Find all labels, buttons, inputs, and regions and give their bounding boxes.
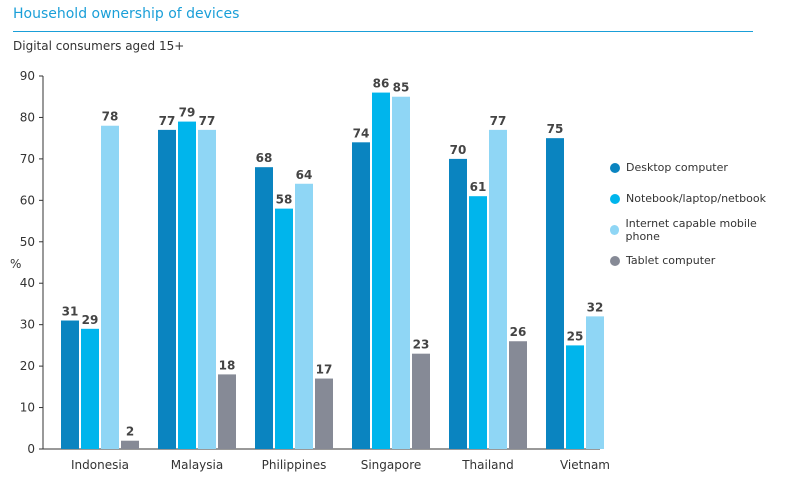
data-label: 77	[199, 114, 216, 128]
chart-title: Household ownership of devices	[13, 6, 240, 22]
x-tick-label: Malaysia	[171, 458, 223, 472]
data-label: 17	[316, 363, 333, 377]
legend-item: Tablet computer	[610, 245, 786, 276]
y-tick-label: 30	[20, 318, 35, 332]
bar	[489, 129, 507, 449]
y-tick-label: 90	[20, 69, 35, 83]
data-label: 70	[450, 143, 467, 157]
bar	[275, 208, 293, 449]
bar	[566, 345, 584, 449]
y-tick-label: 60	[20, 193, 35, 207]
data-label: 29	[82, 313, 99, 327]
bar	[178, 121, 196, 449]
data-label: 74	[353, 126, 370, 140]
data-label: 77	[159, 114, 176, 128]
title-divider	[13, 31, 753, 32]
chart-subtitle: Digital consumers aged 15+	[13, 39, 185, 53]
legend-swatch-icon	[610, 224, 620, 235]
data-label: 25	[567, 329, 584, 343]
legend-swatch-icon	[610, 255, 620, 266]
bar	[392, 96, 410, 449]
data-label: 86	[373, 77, 390, 91]
bar	[121, 440, 139, 449]
data-label: 77	[490, 114, 507, 128]
bar	[101, 125, 119, 449]
data-label: 85	[393, 81, 410, 95]
y-tick-label: 40	[20, 276, 35, 290]
data-label: 75	[547, 122, 564, 136]
bar	[352, 142, 370, 450]
legend-label: Tablet computer	[626, 254, 716, 267]
legend-item: Desktop computer	[610, 152, 786, 183]
data-label: 78	[102, 110, 119, 124]
bar	[509, 341, 527, 449]
data-label: 58	[276, 193, 293, 207]
bar	[218, 374, 236, 449]
y-tick-label: 50	[20, 235, 35, 249]
legend-label: Internet capable mobile phone	[625, 216, 757, 243]
y-tick-label: 80	[20, 110, 35, 124]
y-tick-label: 10	[20, 401, 35, 415]
bar	[546, 138, 564, 449]
data-label: 68	[256, 151, 273, 165]
bar	[315, 378, 333, 449]
data-label: 32	[587, 300, 604, 314]
legend-item: Notebook/laptop/netbook	[610, 183, 786, 214]
bar	[158, 129, 176, 449]
bar	[61, 320, 79, 449]
bar	[449, 158, 467, 449]
data-label: 18	[219, 358, 236, 372]
data-label: 23	[413, 338, 430, 352]
data-label: 61	[470, 180, 487, 194]
bar	[372, 92, 390, 450]
legend-label: Desktop computer	[626, 161, 728, 174]
x-tick-label: Thailand	[461, 458, 514, 472]
legend-label: Notebook/laptop/netbook	[626, 192, 766, 205]
x-tick-label: Indonesia	[71, 458, 129, 472]
x-tick-label: Vietnam	[560, 458, 610, 472]
y-tick-label: 20	[20, 359, 35, 373]
data-label: 26	[510, 325, 527, 339]
legend-swatch-icon	[610, 193, 620, 204]
legend: Desktop computer Notebook/laptop/netbook I…	[610, 152, 786, 276]
bar	[412, 353, 430, 449]
bar	[295, 183, 313, 449]
data-label: 64	[296, 168, 313, 182]
bar	[198, 129, 216, 449]
y-axis-label: %	[10, 257, 21, 271]
bar	[255, 167, 273, 449]
x-tick-label: Singapore	[361, 458, 422, 472]
legend-swatch-icon	[610, 162, 620, 173]
x-tick-label: Philippines	[262, 458, 327, 472]
y-tick-label: 0	[27, 442, 35, 456]
bar	[586, 316, 604, 449]
data-label: 2	[126, 425, 134, 439]
bar	[469, 196, 487, 449]
y-tick-label: 70	[20, 152, 35, 166]
legend-item: Internet capable mobile phone	[610, 214, 786, 245]
bar	[81, 328, 99, 449]
data-label: 31	[62, 305, 79, 319]
data-label: 79	[179, 106, 196, 120]
